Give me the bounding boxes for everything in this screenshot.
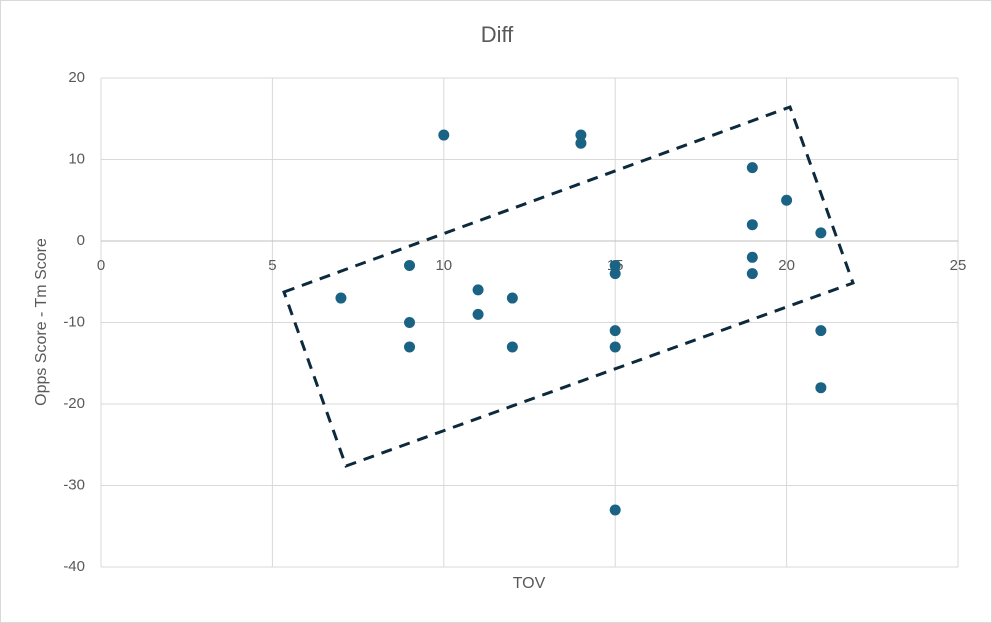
marks — [335, 129, 827, 516]
point — [746, 251, 758, 263]
x-axis-label: TOV — [513, 575, 546, 592]
point — [815, 227, 827, 239]
point — [472, 284, 484, 296]
point — [746, 268, 758, 280]
y-tick-label: -40 — [63, 558, 85, 575]
point — [609, 259, 621, 271]
point — [404, 317, 416, 328]
y-tick-label: 0 — [77, 232, 85, 249]
point — [335, 292, 347, 304]
annotation-box — [282, 105, 855, 468]
x-tick-label: 10 — [435, 257, 452, 274]
point — [609, 504, 621, 516]
y-axis-label: Opps Score - Tm Score — [33, 238, 50, 406]
point — [404, 341, 416, 353]
point — [746, 219, 758, 231]
y-tick-label: 20 — [68, 69, 85, 86]
y-tick-label: 10 — [68, 150, 85, 167]
point — [746, 162, 758, 174]
x-tick-label: 20 — [778, 257, 795, 274]
point — [781, 194, 793, 206]
point — [472, 308, 484, 320]
point — [609, 268, 621, 280]
point — [438, 129, 450, 141]
chart-title: Diff — [481, 22, 514, 47]
x-tick-label: 5 — [268, 257, 276, 274]
point — [815, 325, 827, 337]
point — [506, 341, 518, 353]
point — [506, 292, 518, 304]
y-tick-label: -20 — [63, 395, 85, 412]
point — [575, 137, 587, 149]
point — [575, 129, 587, 141]
x-tick-label: 0 — [97, 257, 105, 274]
point — [609, 325, 621, 337]
y-tick-label: -10 — [63, 313, 85, 330]
point — [609, 341, 621, 353]
x-tick-label: 25 — [950, 257, 967, 274]
point — [404, 259, 416, 271]
y-tick-label: -30 — [63, 476, 85, 493]
point — [815, 382, 827, 394]
grid: -40-30-20-10010200510152025 — [63, 69, 966, 575]
